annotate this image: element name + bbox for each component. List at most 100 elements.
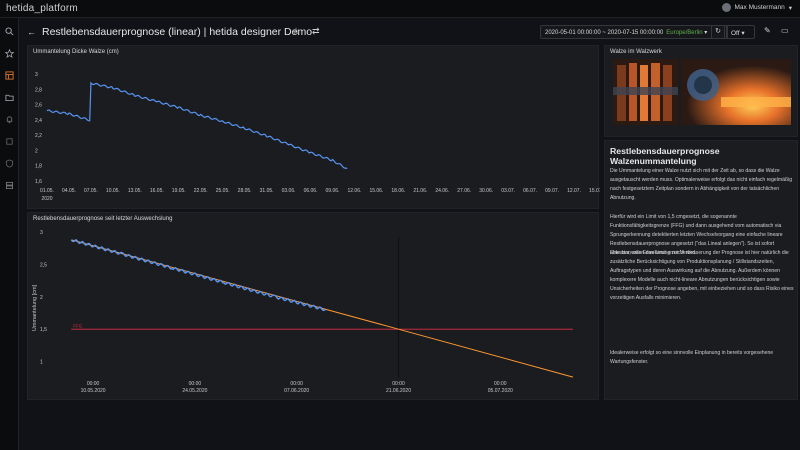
y-tick-label: 1 bbox=[40, 360, 43, 366]
y-tick-label: 2,4 bbox=[35, 118, 42, 124]
rolling-mill-photo-1 bbox=[613, 59, 678, 125]
edit-icon[interactable]: ✎ bbox=[764, 26, 771, 35]
side-nav bbox=[0, 18, 19, 450]
measured-series-line bbox=[70, 238, 326, 312]
x-tick-label: 18.06. bbox=[391, 188, 405, 194]
x-tick-label: 15.07. bbox=[589, 188, 600, 194]
description-paragraph: Die Ummantelung einer Walze nutzt sich m… bbox=[610, 168, 793, 201]
y-tick-label: 2,8 bbox=[35, 87, 42, 93]
x-tick-label: 31.05. bbox=[260, 188, 274, 194]
image-panel: Walze im Walzwerk bbox=[604, 45, 798, 137]
plugin-icon[interactable] bbox=[4, 136, 15, 147]
y-tick-label: 2,2 bbox=[35, 133, 42, 139]
chevron-down-icon: ▾ bbox=[704, 30, 708, 36]
x-tick-label: 30.06. bbox=[479, 188, 493, 194]
x-tick-label: 21.06. bbox=[413, 188, 427, 194]
x-tick-label: 16.05. bbox=[150, 188, 164, 194]
forecast-chart-panel: Restlebensdauerprognose seit letzter Aus… bbox=[27, 212, 599, 400]
share-icon[interactable]: ⇄ bbox=[312, 26, 320, 36]
x-tick-label: 09.06. bbox=[326, 188, 340, 194]
star-icon[interactable] bbox=[4, 48, 15, 59]
panel-title: Walze im Walzwerk bbox=[610, 49, 662, 55]
search-icon[interactable] bbox=[4, 26, 15, 37]
y-tick-label: 2 bbox=[35, 148, 38, 154]
refresh-icon: ↻ bbox=[715, 28, 721, 35]
thickness-series-line bbox=[46, 81, 348, 170]
x-tick-label: 25.05. bbox=[216, 188, 230, 194]
time-range-picker[interactable]: 2020-05-01 00:00:00 ~ 2020-07-15 00:00:0… bbox=[540, 25, 728, 39]
y-tick-label: 2,6 bbox=[35, 103, 42, 109]
x-tick-label: 24.05.2020 bbox=[182, 388, 207, 394]
x-tick-label: 03.06. bbox=[282, 188, 296, 194]
x-tick-label: 12.06. bbox=[347, 188, 361, 194]
x-tick-label: 28.05. bbox=[238, 188, 252, 194]
description-paragraph: Eine sinnvolle Erweiterung zur Verbesser… bbox=[610, 250, 794, 301]
description-paragraph: Idealerweise erfolgt so eine sinnvolle E… bbox=[610, 350, 774, 365]
x-tick-label: 00:00 bbox=[494, 381, 507, 387]
y-tick-label: 2,5 bbox=[40, 262, 47, 268]
bell-icon[interactable] bbox=[4, 114, 15, 125]
x-tick-label: 06.07. bbox=[523, 188, 537, 194]
x-tick-label: 06.06. bbox=[304, 188, 318, 194]
x-tick-label: 12.07. bbox=[567, 188, 581, 194]
user-menu[interactable]: Max Mustermann ▾ bbox=[721, 3, 792, 12]
refresh-interval-select[interactable]: Off ▾ bbox=[726, 25, 755, 39]
x-tick-label: 24.06. bbox=[435, 188, 449, 194]
limit-label: FFG bbox=[73, 324, 82, 329]
x-tick-label: 00:00 bbox=[189, 381, 202, 387]
timezone-label: Europe/Berlin bbox=[666, 30, 703, 36]
x-tick-label: 15.06. bbox=[369, 188, 383, 194]
y-tick-label: 3 bbox=[35, 72, 38, 78]
x-tick-label: 21.06.2020 bbox=[386, 388, 411, 394]
x-tick-label: 00:00 bbox=[87, 381, 100, 387]
rolling-mill-photo-2 bbox=[681, 59, 791, 125]
y-tick-label: 1,5 bbox=[40, 327, 47, 333]
x-tick-label: 07.05. bbox=[84, 188, 98, 194]
tv-mode-icon[interactable]: ▭ bbox=[781, 26, 789, 35]
x-tick-label: 10.05.2020 bbox=[81, 388, 106, 394]
forecast-chart: Ummantelung [cm]11,522,5300:0010.05.2020… bbox=[32, 230, 574, 394]
x-tick-label: 13.05. bbox=[128, 188, 142, 194]
folder-icon[interactable] bbox=[4, 92, 15, 103]
x-tick-label: 01.05. bbox=[40, 188, 54, 194]
chevron-down-icon: ▾ bbox=[788, 4, 792, 12]
refresh-button[interactable]: ↻ bbox=[711, 25, 725, 39]
x-tick-label: 10.05. bbox=[106, 188, 120, 194]
x-tick-label: 05.07.2020 bbox=[488, 388, 513, 394]
description-heading: Restlebensdauerprognose Walzenummantelun… bbox=[610, 146, 720, 166]
shield-icon[interactable] bbox=[4, 158, 15, 169]
x-tick-label: 00:00 bbox=[290, 381, 303, 387]
x-tick-label: 19.05. bbox=[172, 188, 186, 194]
x-tick-label: 22.05. bbox=[194, 188, 208, 194]
y-axis-label: Ummantelung [cm] bbox=[32, 284, 38, 331]
time-range-label: 2020-05-01 00:00:00 ~ 2020-07-15 00:00:0… bbox=[545, 30, 664, 36]
x-tick-label: 09.07. bbox=[545, 188, 559, 194]
x-tick-label: 2020 bbox=[41, 196, 52, 202]
top-bar: hetida_platform Max Mustermann ▾ bbox=[0, 0, 800, 18]
description-paragraph: Hierfür wird ein Limit von 1,5 cmgesetzt… bbox=[610, 214, 783, 256]
x-tick-label: 27.06. bbox=[457, 188, 471, 194]
x-tick-label: 07.06.2020 bbox=[284, 388, 309, 394]
user-name: Max Mustermann bbox=[734, 4, 785, 11]
x-tick-label: 04.05. bbox=[62, 188, 76, 194]
y-tick-label: 1,8 bbox=[35, 164, 42, 170]
x-tick-label: 03.07. bbox=[501, 188, 515, 194]
arrow-left-icon[interactable]: ← bbox=[27, 27, 36, 37]
avatar bbox=[721, 3, 731, 12]
dashboard-header: ← Restlebensdauerprognose (linear) | het… bbox=[19, 18, 800, 47]
thickness-chart-panel: Ummantelung Dicke Walze (cm) 1,6 1,8 2 2,2 2… bbox=[27, 45, 600, 209]
star-icon[interactable]: ☆ bbox=[292, 26, 301, 36]
dashboards-icon[interactable] bbox=[4, 70, 15, 81]
y-tick-label: 1,6 bbox=[35, 179, 42, 185]
panel-title: Restlebensdauerprognose seit letzter Aus… bbox=[33, 216, 173, 222]
y-tick-label: 2 bbox=[40, 295, 43, 301]
y-tick-label: 3 bbox=[40, 230, 43, 236]
app-logo[interactable]: hetida_platform bbox=[6, 3, 78, 14]
thickness-chart: 1,6 1,8 2 2,2 2,4 2,6 2,8 3 01.05. 2020 04.05. 07.0… bbox=[35, 72, 600, 202]
server-icon[interactable] bbox=[4, 180, 15, 191]
refresh-interval-value: Off bbox=[731, 30, 740, 37]
description-panel: Restlebensdauerprognose Walzenummantelun… bbox=[604, 140, 798, 400]
page-title[interactable]: Restlebensdauerprognose (linear) | hetid… bbox=[42, 26, 313, 38]
x-tick-label: 00:00 bbox=[392, 381, 405, 387]
panel-title: Ummantelung Dicke Walze (cm) bbox=[33, 49, 119, 55]
